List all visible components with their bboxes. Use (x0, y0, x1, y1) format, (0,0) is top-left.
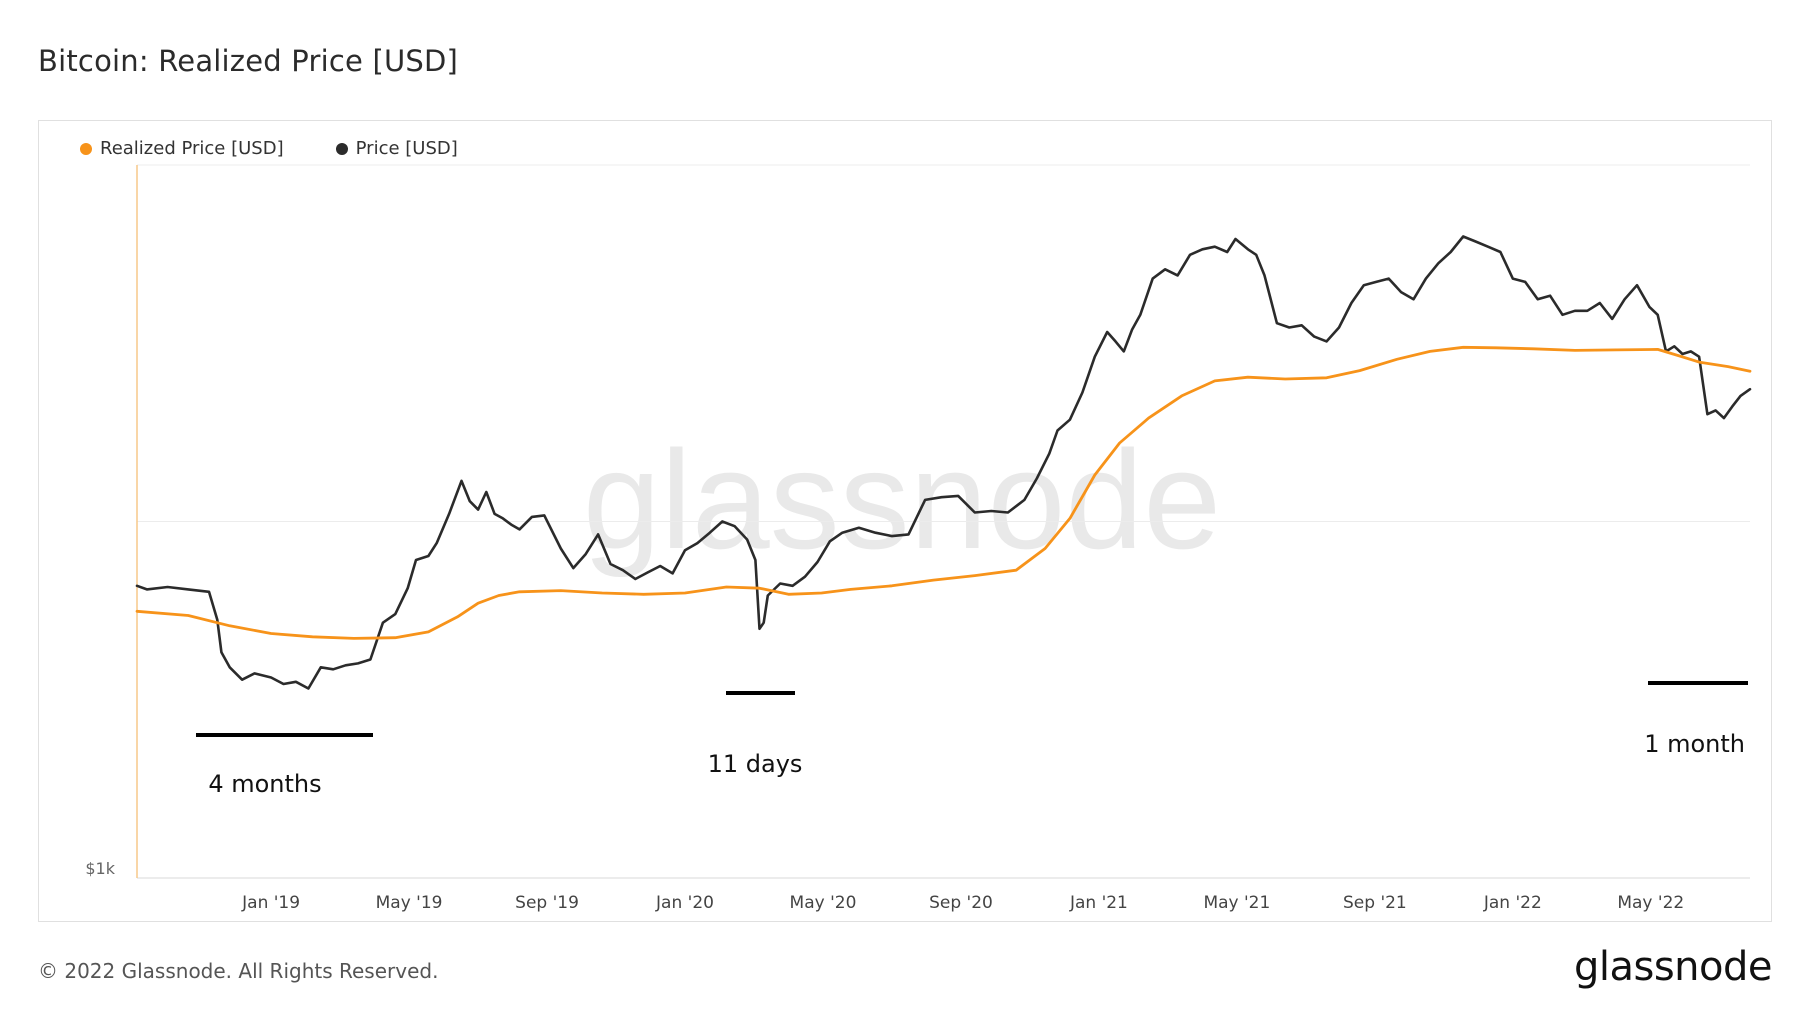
x-tick-label: May '19 (376, 893, 443, 913)
legend-label-price: Price [USD] (355, 138, 458, 159)
x-tick-label: May '22 (1617, 893, 1684, 913)
x-tick-label: Sep '21 (1343, 893, 1407, 913)
x-tick-label: Jan '22 (1483, 893, 1542, 913)
x-tick-label: Jan '21 (1069, 893, 1128, 913)
chart-legend: Realized Price [USD] Price [USD] (80, 138, 458, 159)
chart-watermark: glassnode (583, 421, 1221, 578)
chart-frame (38, 120, 1772, 922)
x-tick-label: Sep '19 (515, 893, 579, 913)
annotation-label-0: 4 months (208, 770, 321, 798)
copyright-text: © 2022 Glassnode. All Rights Reserved. (38, 959, 439, 983)
x-tick-label: Jan '20 (655, 893, 714, 913)
y-tick-label: $1k (85, 859, 115, 878)
series-line-price (135, 235, 1752, 690)
axes: Jan '19 May '19 Sep '19 Jan '20 May '20 Sep '… (85, 165, 1750, 913)
annotation-label-1: 11 days (708, 750, 803, 778)
x-tick-label: May '21 (1203, 893, 1270, 913)
x-tick-label: Jan '19 (241, 893, 300, 913)
grid-lines (137, 164, 1750, 522)
series-lines (135, 235, 1752, 690)
annotation-label-2: 1 month (1644, 730, 1745, 758)
glassnode-logo[interactable]: glassnode (1573, 944, 1773, 990)
x-tick-label: May '20 (790, 893, 857, 913)
legend-item-realized-price[interactable]: Realized Price [USD] (80, 138, 284, 159)
x-tick-label: Sep '20 (929, 893, 993, 913)
page-title: Bitcoin: Realized Price [USD] (38, 44, 459, 78)
legend-item-price[interactable]: Price [USD] (335, 138, 458, 159)
annotations: 4 months 11 days 1 month (196, 681, 1748, 798)
series-line-realized-price (135, 345, 1752, 640)
legend-dot-realized-price (80, 142, 92, 155)
legend-dot-price (335, 142, 348, 155)
legend-label-realized-price: Realized Price [USD] (100, 138, 284, 159)
